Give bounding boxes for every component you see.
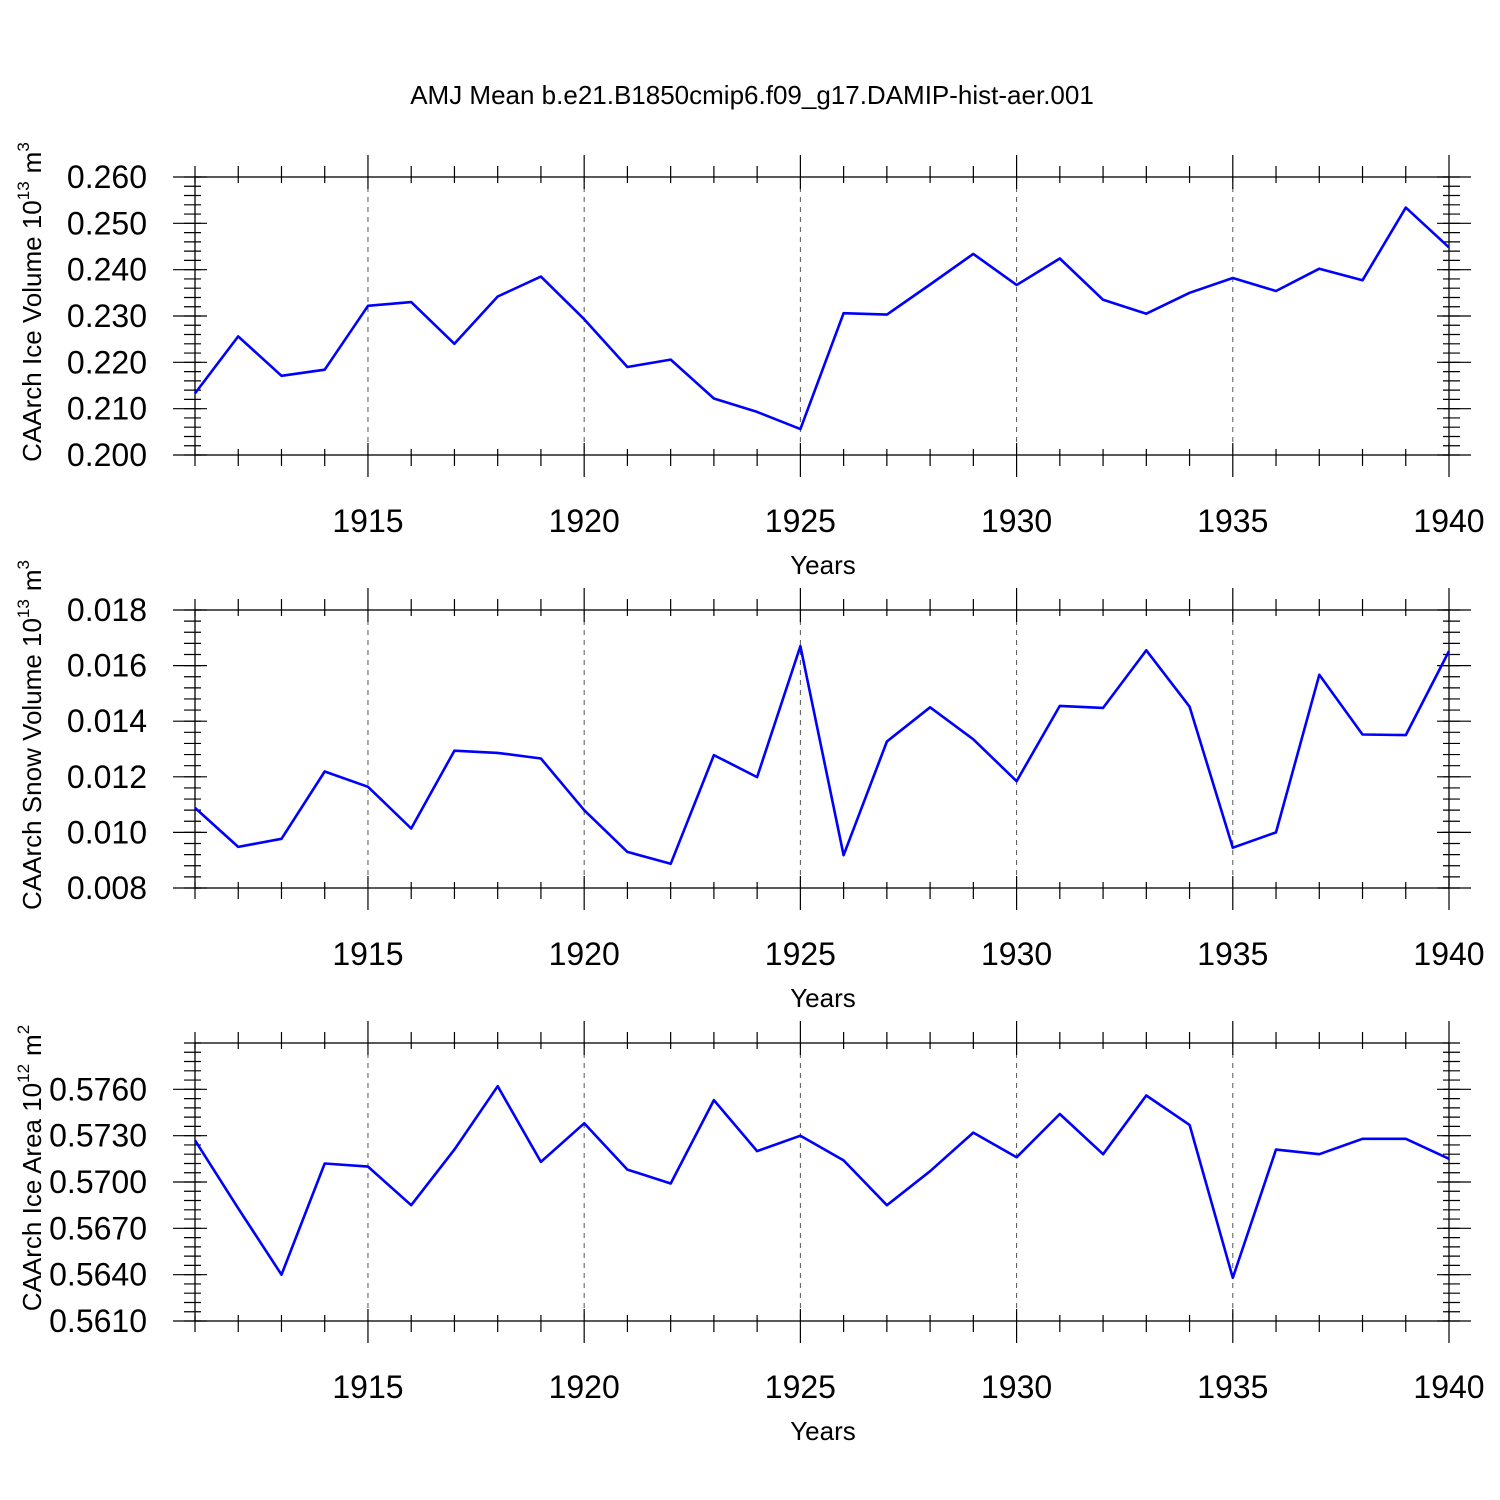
x-tick-label: 1935 — [1197, 936, 1268, 972]
x-tick-label: 1940 — [1413, 936, 1484, 972]
y-tick-label: 0.014 — [67, 703, 147, 739]
y-tick-label: 0.5700 — [49, 1164, 147, 1200]
x-tick-label: 1930 — [981, 936, 1052, 972]
x-tick-label: 1925 — [765, 936, 836, 972]
y-axis-title-part: CAArch Snow Volume 10 — [17, 618, 47, 910]
y-axis-title-superscript: 12 — [14, 1064, 33, 1083]
y-axis-title-superscript: 2 — [14, 1025, 33, 1034]
y-tick-label: 0.008 — [67, 870, 147, 906]
y-axis-title-superscript: 13 — [14, 599, 33, 618]
y-axis-title-part: m — [17, 152, 47, 174]
y-tick-label: 0.250 — [67, 205, 147, 241]
series-line — [194, 644, 1451, 866]
x-tick-label: 1935 — [1197, 1369, 1268, 1405]
x-tick-label: 1940 — [1413, 1369, 1484, 1405]
panel-3: 0.5610 0.5640 0.5670 0.5700 0.5730 0.5760 1915… — [14, 1021, 1485, 1446]
y-tick-label: 0.5730 — [49, 1118, 147, 1154]
x-tick-label: 1930 — [981, 503, 1052, 539]
x-tick-label: 1940 — [1413, 503, 1484, 539]
y-tick-label: 0.016 — [67, 648, 147, 684]
panels: 0.200 0.210 0.220 0.230 0.240 0.250 0.260 1915 1… — [14, 142, 1485, 1446]
plot-frame — [194, 176, 1450, 456]
x-tick-label: 1935 — [1197, 503, 1268, 539]
x-axis-title: Years — [790, 983, 856, 1013]
panel-2: 0.008 0.010 0.012 0.014 0.016 0.018 1915 1920 19… — [14, 560, 1485, 1013]
y-axis-title-part: m — [17, 1034, 47, 1056]
y-axis-title: CAArch Snow Volume 1013 m3 — [14, 560, 47, 910]
figure-title: AMJ Mean b.e21.B1850cmip6.f09_g17.DAMIP-… — [410, 80, 1094, 110]
x-tick-label: 1915 — [332, 936, 403, 972]
y-tick-label: 0.010 — [67, 814, 147, 850]
x-axis-title: Years — [790, 550, 856, 580]
y-tick-label: 0.210 — [67, 391, 147, 427]
x-tick-label: 1920 — [549, 503, 620, 539]
x-tick-label: 1915 — [332, 503, 403, 539]
plot-frame — [194, 1042, 1450, 1322]
plot-frame — [194, 609, 1450, 889]
y-axis-title-superscript: 3 — [14, 560, 33, 569]
series-line — [193, 206, 1450, 431]
y-tick-label: 0.200 — [67, 437, 147, 473]
x-tick-label: 1925 — [765, 1369, 836, 1405]
y-tick-label: 0.5760 — [49, 1071, 147, 1107]
x-tick-label: 1915 — [332, 1369, 403, 1405]
y-axis-title-part: m — [17, 569, 47, 591]
y-tick-label: 0.5610 — [49, 1303, 147, 1339]
y-axis-title-superscript: 13 — [14, 181, 33, 200]
y-tick-label: 0.5670 — [49, 1210, 147, 1246]
y-axis-title-superscript: 3 — [14, 142, 33, 151]
x-axis-title: Years — [790, 1416, 856, 1446]
y-tick-label: 0.012 — [67, 759, 147, 795]
x-tick-label: 1930 — [981, 1369, 1052, 1405]
y-tick-label: 0.018 — [67, 592, 147, 628]
y-axis-title: CAArch Ice Area 1012 m2 — [14, 1025, 47, 1311]
x-tick-label: 1920 — [549, 936, 620, 972]
x-tick-label: 1920 — [549, 1369, 620, 1405]
y-tick-label: 0.260 — [67, 159, 147, 195]
y-axis-title: CAArch Ice Volume 1013 m3 — [14, 142, 47, 462]
y-tick-label: 0.5640 — [49, 1257, 147, 1293]
y-tick-label: 0.230 — [67, 298, 147, 334]
y-tick-label: 0.220 — [67, 344, 147, 380]
y-axis-title-part: CAArch Ice Volume 10 — [17, 200, 47, 462]
series-line — [193, 1084, 1450, 1280]
x-tick-label: 1925 — [765, 503, 836, 539]
y-axis-title-part: CAArch Ice Area 10 — [17, 1083, 47, 1311]
panel-1: 0.200 0.210 0.220 0.230 0.240 0.250 0.260 1915 1… — [14, 142, 1485, 580]
y-tick-label: 0.240 — [67, 252, 147, 288]
